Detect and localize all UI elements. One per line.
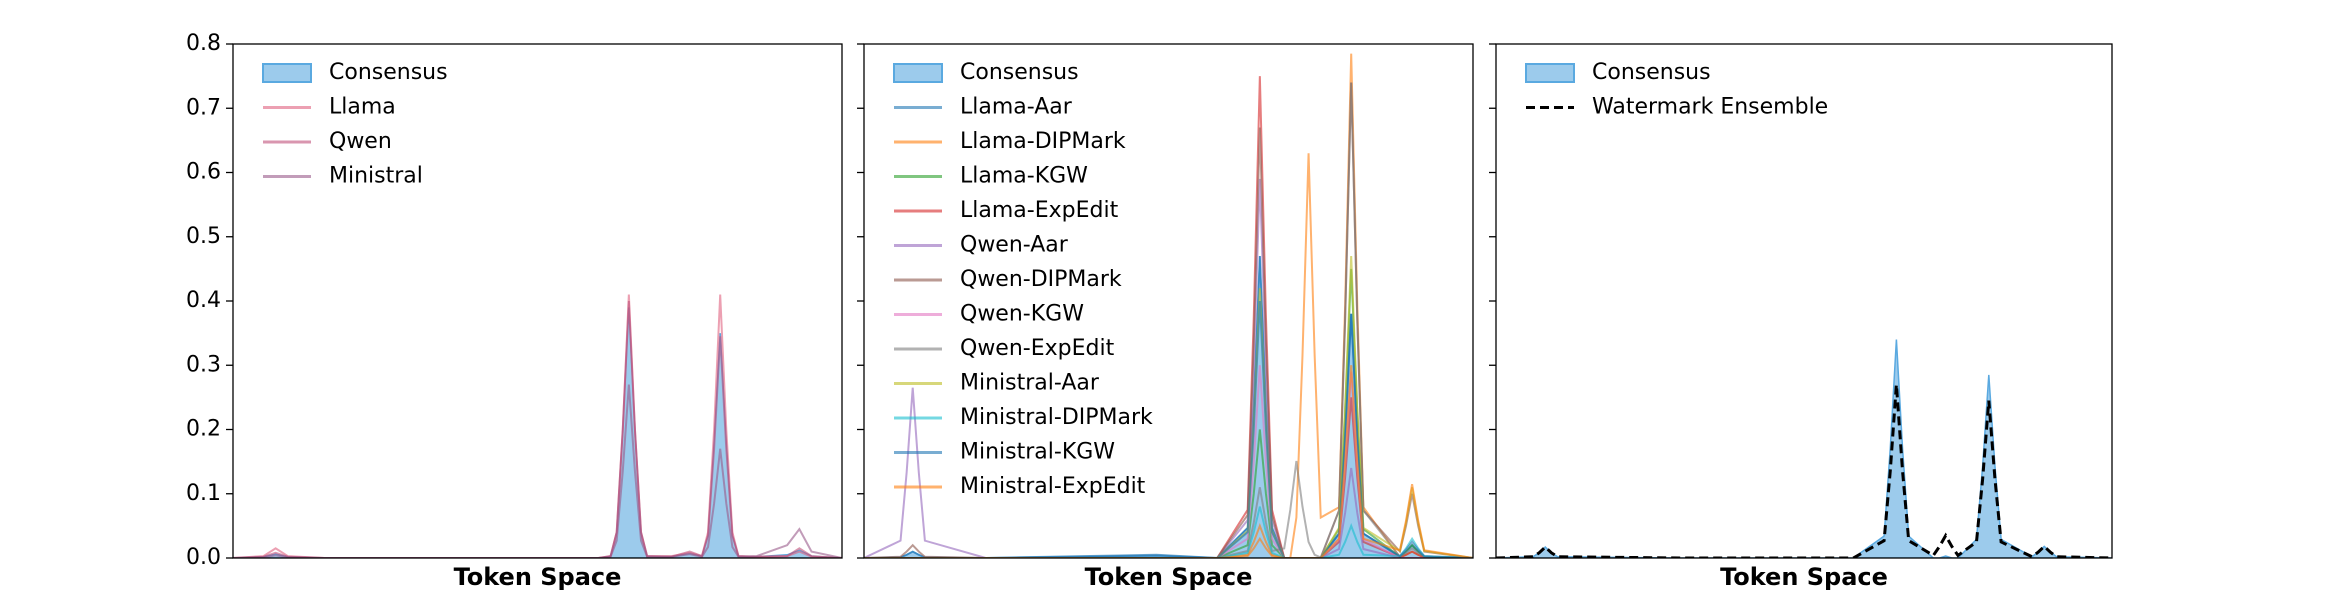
legend-label: Ministral <box>329 164 423 189</box>
legend-label: Llama <box>329 95 396 120</box>
x-axis-label: Token Space <box>1720 563 1888 591</box>
series-line <box>864 268 1473 558</box>
series-line <box>864 365 1473 558</box>
legend-label: Qwen <box>329 129 392 154</box>
y-tick-label: 0.8 <box>186 31 221 56</box>
legend-label: Consensus <box>1592 60 1711 85</box>
y-tick-label: 0.0 <box>186 545 221 570</box>
series-line <box>864 365 1473 558</box>
consensus-area <box>864 255 1473 558</box>
series-line <box>864 506 1473 558</box>
legend-label: Llama-KGW <box>960 164 1088 189</box>
series-line <box>864 255 1473 558</box>
consensus-area <box>1496 339 2112 558</box>
series-line <box>864 178 1473 558</box>
legend-label: Consensus <box>329 60 448 85</box>
y-tick-label: 0.7 <box>186 95 221 120</box>
y-tick-label: 0.2 <box>186 417 221 442</box>
legend-label: Llama-ExpEdit <box>960 198 1119 223</box>
legend-label: Qwen-ExpEdit <box>960 336 1115 361</box>
x-axis-label: Token Space <box>454 563 622 591</box>
legend-label: Watermark Ensemble <box>1592 95 1828 120</box>
y-tick-label: 0.3 <box>186 352 221 377</box>
axes-frame <box>1495 43 2113 559</box>
legend-swatch <box>893 63 943 83</box>
y-tick-label: 0.1 <box>186 481 221 506</box>
y-tick-label: 0.5 <box>186 224 221 249</box>
consensus-area <box>233 307 842 558</box>
plot-area <box>233 294 842 558</box>
series-line <box>864 300 1473 558</box>
legend-swatch <box>1525 63 1575 83</box>
series-line <box>233 300 842 558</box>
legend-label: Qwen-KGW <box>960 302 1084 327</box>
legend-label: Ministral-ExpEdit <box>960 474 1146 499</box>
series-line <box>864 53 1473 558</box>
series-line <box>864 255 1473 558</box>
series-line <box>1496 384 2112 558</box>
series-line <box>233 384 842 558</box>
legend-label: Ministral-KGW <box>960 440 1115 465</box>
series-line <box>864 82 1473 558</box>
panel: 0.0 0.1 0.2 0.3 0.4 0.5 0.6 0.7 0.8 Token Space Co… <box>186 31 843 591</box>
legend-swatch <box>262 63 312 83</box>
panel: Token Space Consensus Llama-Aar Llama-DIPMa… <box>857 43 1474 591</box>
series-line <box>233 294 842 558</box>
series-line <box>864 76 1473 558</box>
panel: Token Space Consensus Watermark Ensemble <box>1489 43 2113 591</box>
axes-frame <box>863 43 1474 559</box>
legend-label: Ministral-Aar <box>960 371 1100 396</box>
y-tick-label: 0.4 <box>186 288 221 313</box>
plot-area <box>1496 339 2112 558</box>
axes-frame <box>232 43 843 559</box>
series-line <box>864 82 1473 558</box>
legend-label: Qwen-DIPMark <box>960 267 1122 292</box>
legend-label: Llama-DIPMark <box>960 129 1126 154</box>
plot-area <box>864 53 1473 558</box>
legend-label: Qwen-Aar <box>960 233 1069 258</box>
y-tick-label: 0.6 <box>186 160 221 185</box>
legend-label: Ministral-DIPMark <box>960 405 1153 430</box>
legend-label: Consensus <box>960 60 1079 85</box>
legend-label: Llama-Aar <box>960 95 1073 120</box>
x-axis-label: Token Space <box>1085 563 1253 591</box>
